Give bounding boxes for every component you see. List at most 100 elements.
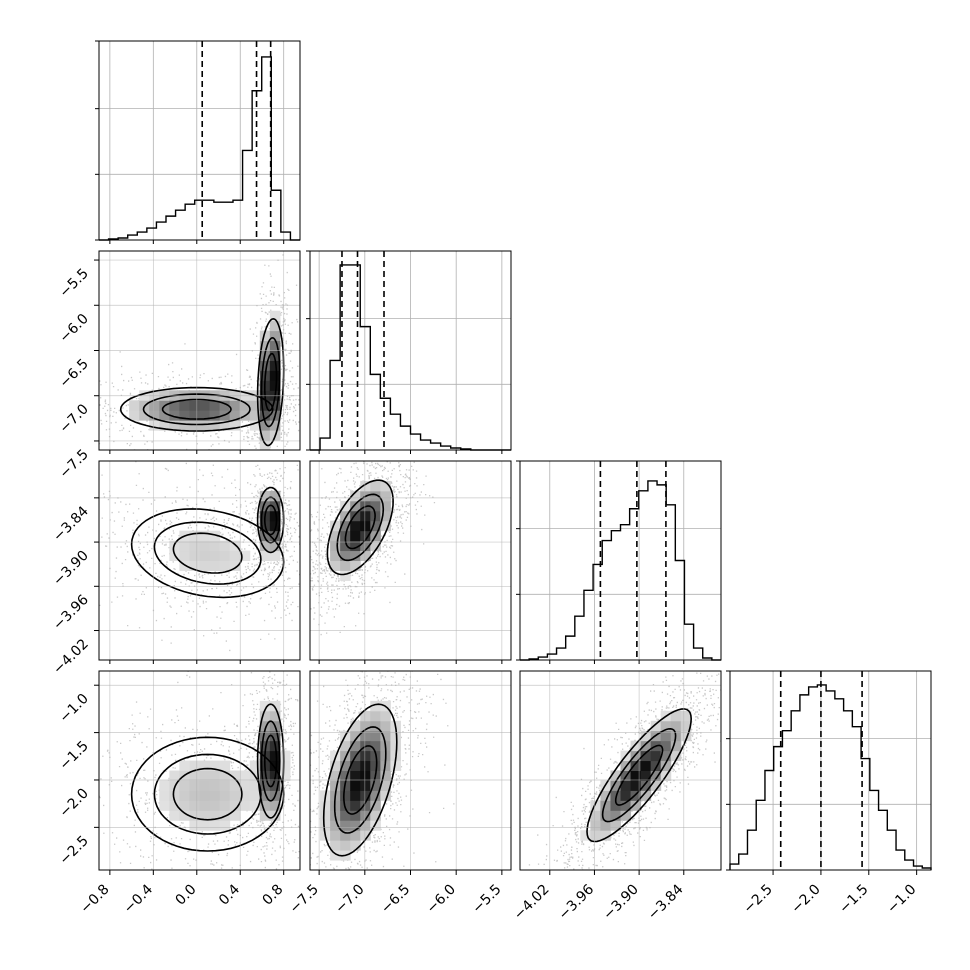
density-cell <box>370 760 381 771</box>
density-cell <box>600 820 611 831</box>
density-cell <box>350 840 361 851</box>
density-cell <box>249 410 261 421</box>
density-cell <box>179 780 190 791</box>
density-cell <box>340 790 351 801</box>
contour-line <box>172 532 243 574</box>
density-cell <box>199 810 211 821</box>
density-cell <box>330 820 341 831</box>
histogram-step <box>520 480 721 661</box>
density-cell <box>159 800 170 811</box>
density-cell <box>390 730 401 742</box>
y-tick-label: −1.0 <box>56 691 91 726</box>
contour-line <box>614 744 664 806</box>
density-cell <box>219 820 231 831</box>
density-cell <box>269 370 281 381</box>
y-tick-label: −3.96 <box>50 592 92 634</box>
density-cell <box>600 800 611 811</box>
density-cell <box>650 720 662 732</box>
density-cell <box>209 420 221 431</box>
density-cell <box>219 560 231 571</box>
density-cell <box>179 420 190 431</box>
density-cell <box>330 770 341 781</box>
density-cell <box>330 530 341 542</box>
density-cell <box>269 490 281 502</box>
density-cell <box>330 760 341 771</box>
density-cell <box>259 810 271 821</box>
density-cell <box>239 780 251 791</box>
density-cell <box>380 780 391 791</box>
density-cell <box>269 780 281 791</box>
density-cell <box>360 810 371 821</box>
density-cell <box>149 420 160 431</box>
density-cell <box>650 780 662 791</box>
density-cell <box>380 510 391 522</box>
density-cell <box>340 520 351 532</box>
density-cell <box>350 810 361 821</box>
density-cell <box>189 810 200 821</box>
density-cell <box>350 770 361 781</box>
density-cell <box>189 760 200 771</box>
density-cell <box>189 420 200 431</box>
density-cell <box>279 760 291 771</box>
density-cell <box>219 780 231 791</box>
x-tick-label: −0.4 <box>121 881 156 916</box>
density-cell <box>169 400 180 411</box>
density-cell <box>249 400 261 411</box>
density-cell <box>610 820 621 831</box>
histogram-panel-1 <box>306 250 512 451</box>
density-cell <box>380 790 391 801</box>
density-cell <box>630 740 642 752</box>
density-cell <box>590 810 601 821</box>
contour-line <box>172 767 243 821</box>
x-tick-label: −1.5 <box>836 882 871 917</box>
density-cell <box>189 790 200 801</box>
density-cell <box>370 540 381 552</box>
density-cell <box>610 810 621 821</box>
density-cell <box>340 560 351 571</box>
density-cell <box>620 780 632 791</box>
density-cell <box>640 760 652 771</box>
density-cell <box>590 800 601 811</box>
density-cell <box>259 400 271 411</box>
density-cell <box>350 780 361 791</box>
density-cell <box>620 790 632 801</box>
density-cell <box>259 800 271 811</box>
contour-line <box>260 496 281 544</box>
density-cell <box>209 790 221 801</box>
density-cell <box>219 790 231 801</box>
y-tick-label: −2.5 <box>56 833 91 868</box>
density-cell <box>259 410 271 421</box>
density-cell <box>169 800 180 811</box>
density-cell <box>239 790 251 801</box>
density-cell <box>159 410 170 421</box>
density-cell <box>269 700 281 712</box>
density-cell <box>269 330 281 342</box>
density-cell <box>660 720 672 732</box>
density-cell <box>340 840 351 851</box>
density-cell <box>209 800 221 811</box>
density-cell <box>229 810 241 821</box>
density-cell <box>340 550 351 561</box>
y-tick-label: −6.5 <box>56 356 91 391</box>
density-cell <box>259 550 271 561</box>
scatter-panel-3-2 <box>519 670 722 871</box>
density-cell <box>169 790 180 801</box>
density-cell <box>179 790 190 801</box>
density-cell <box>129 400 140 411</box>
contour-line <box>344 505 376 550</box>
x-tick-label: −0.8 <box>77 882 112 917</box>
density-cell <box>199 760 211 771</box>
density-cell <box>630 780 642 791</box>
density-cell <box>380 490 391 502</box>
density-cell <box>189 530 200 542</box>
density-cell <box>670 720 682 732</box>
density-cell <box>219 800 231 811</box>
density-cell <box>610 780 621 791</box>
density-cell <box>259 720 271 732</box>
density-cell <box>199 820 211 831</box>
panel-frame <box>519 460 722 661</box>
density-cell <box>590 830 601 841</box>
density-cell <box>189 410 200 421</box>
x-tick-label: −3.84 <box>645 881 687 923</box>
density-cell <box>680 720 692 732</box>
